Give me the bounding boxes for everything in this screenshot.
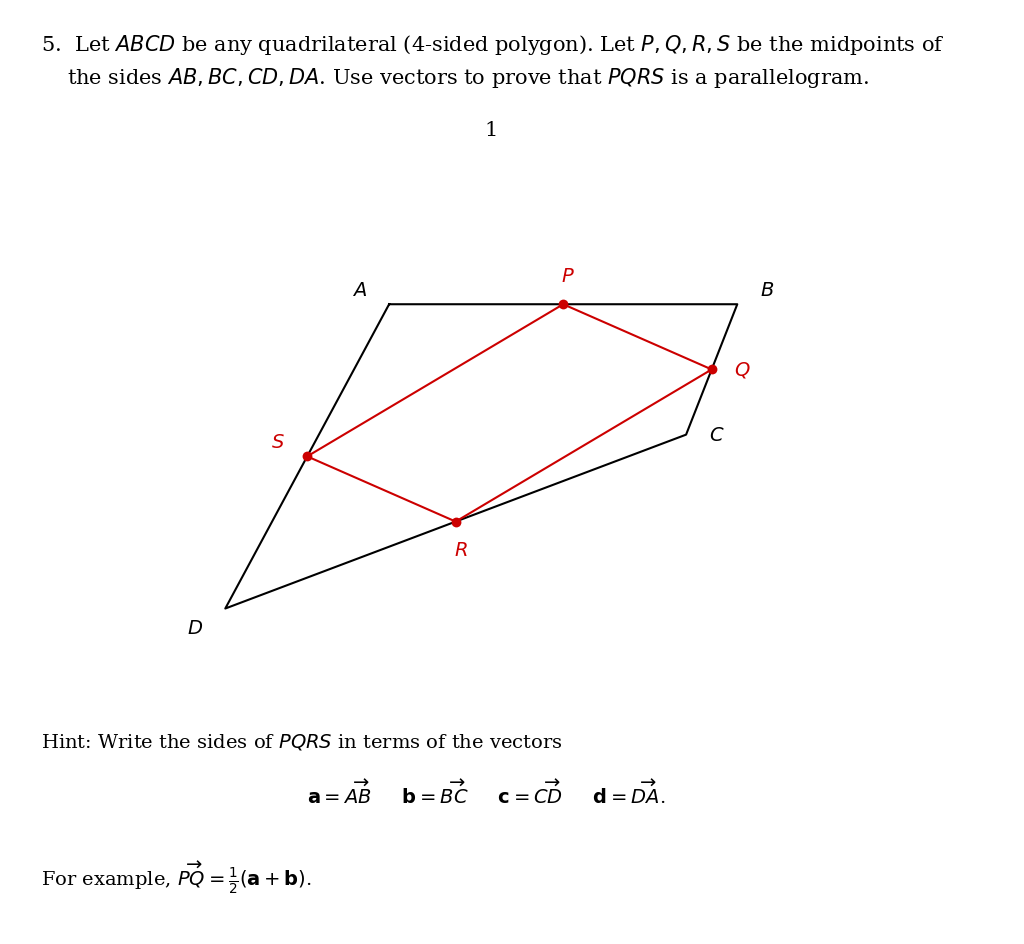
Text: 5.  Let $ABCD$ be any quadrilateral (4-sided polygon). Let $P, Q, R, S$ be the m: 5. Let $ABCD$ be any quadrilateral (4-si…: [41, 33, 945, 57]
Text: 1: 1: [484, 121, 499, 140]
Text: Hint: Write the sides of $PQRS$ in terms of the vectors: Hint: Write the sides of $PQRS$ in terms…: [41, 732, 562, 751]
Text: $R$: $R$: [454, 541, 468, 559]
Text: $P$: $P$: [561, 268, 575, 286]
Point: [703, 362, 720, 378]
Text: $A$: $A$: [351, 281, 367, 299]
Point: [555, 297, 571, 312]
Point: [447, 514, 464, 530]
Text: $C$: $C$: [709, 426, 724, 445]
Text: $B$: $B$: [760, 281, 774, 299]
Text: $D$: $D$: [186, 620, 203, 638]
Text: the sides $AB, BC, CD, DA$. Use vectors to prove that $PQRS$ is a parallelogram.: the sides $AB, BC, CD, DA$. Use vectors …: [67, 66, 868, 90]
Point: [299, 449, 315, 464]
Text: $\mathbf{a} = \overrightarrow{AB}$     $\mathbf{b} = \overrightarrow{BC}$     $\: $\mathbf{a} = \overrightarrow{AB}$ $\mat…: [307, 779, 666, 807]
Text: $S$: $S$: [271, 433, 285, 451]
Text: $Q$: $Q$: [734, 360, 751, 380]
Text: For example, $\overrightarrow{PQ} = \frac{1}{2}(\mathbf{a} + \mathbf{b})$.: For example, $\overrightarrow{PQ} = \fra…: [41, 859, 312, 895]
